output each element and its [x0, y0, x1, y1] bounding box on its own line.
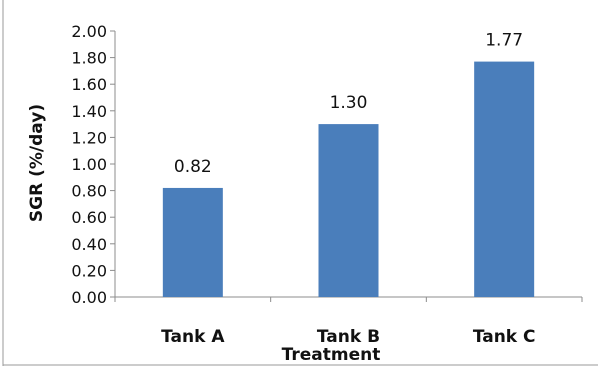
y-axis-title: SGR (%/day)	[27, 104, 47, 222]
y-tick-label: 1.80	[71, 49, 107, 68]
bar	[318, 124, 379, 297]
x-category-label: Tank A	[161, 327, 225, 347]
bars	[162, 61, 535, 298]
x-category-label: Tank C	[473, 327, 536, 347]
bar	[474, 61, 535, 298]
y-tick-label: 0.80	[71, 182, 107, 201]
y-tick-label: 0.00	[71, 288, 107, 307]
x-axis-title: Treatment	[282, 345, 381, 365]
x-category-label: Tank B	[317, 327, 380, 347]
bar-data-label: 1.77	[485, 31, 523, 51]
bar-data-label: 1.30	[330, 93, 368, 113]
y-tick-label: 2.00	[71, 22, 107, 41]
y-tick-label: 1.60	[71, 75, 107, 94]
bar-data-label: 0.82	[174, 157, 212, 177]
y-tick-label: 0.60	[71, 208, 107, 227]
y-tick-label: 1.20	[71, 128, 107, 147]
labels: 0.00 0.20 0.40 0.60 0.80 1.00 1.20 1.40 1.60 1.80…	[71, 22, 535, 347]
y-tick-label: 1.00	[71, 155, 107, 174]
y-tick-label: 0.40	[71, 235, 107, 254]
bar	[162, 187, 223, 297]
y-tick-label: 1.40	[71, 102, 107, 121]
y-tick-label: 0.20	[71, 261, 107, 280]
